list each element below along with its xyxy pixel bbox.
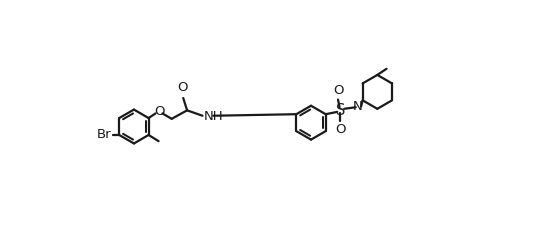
Text: Br: Br bbox=[97, 128, 112, 141]
Text: S: S bbox=[336, 103, 346, 118]
Text: N: N bbox=[353, 100, 363, 113]
Text: O: O bbox=[177, 81, 188, 94]
Text: NH: NH bbox=[204, 110, 223, 123]
Text: O: O bbox=[335, 123, 346, 137]
Text: O: O bbox=[154, 105, 165, 118]
Text: O: O bbox=[333, 84, 343, 97]
